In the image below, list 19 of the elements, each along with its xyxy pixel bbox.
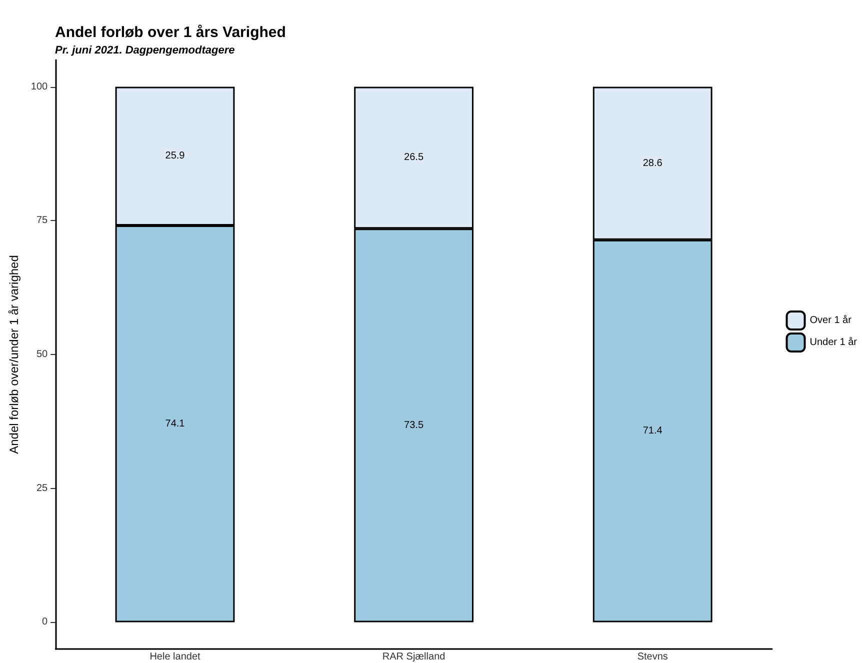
- y-tick-label: 0: [42, 616, 48, 628]
- x-tick-label: Stevns: [637, 652, 668, 662]
- x-tick-label: Hele landet: [150, 652, 201, 662]
- data-label: 71.4: [642, 426, 663, 437]
- legend-label: Under 1 år: [810, 336, 858, 348]
- data-label: 26.5: [404, 152, 424, 164]
- data-label: 25.9: [165, 150, 186, 162]
- data-label: 28.6: [642, 158, 663, 169]
- legend-label: Over 1 år: [810, 314, 852, 326]
- y-tick-label: 25: [36, 482, 48, 494]
- y-tick-label: 75: [36, 215, 48, 226]
- chart-subtitle: Pr. juni 2021. Dagpengemodtagere: [55, 44, 235, 56]
- data-label: 74.1: [165, 418, 186, 430]
- y-tick-label: 100: [30, 81, 48, 92]
- x-tick-label: RAR Sjælland: [382, 652, 446, 662]
- y-axis-title: Andel forløb over/under 1 år varighed: [7, 255, 21, 454]
- chart-title: Andel forløb over 1 års Varighed: [55, 24, 286, 41]
- data-label: 73.5: [404, 420, 424, 431]
- y-tick-label: 50: [36, 349, 48, 360]
